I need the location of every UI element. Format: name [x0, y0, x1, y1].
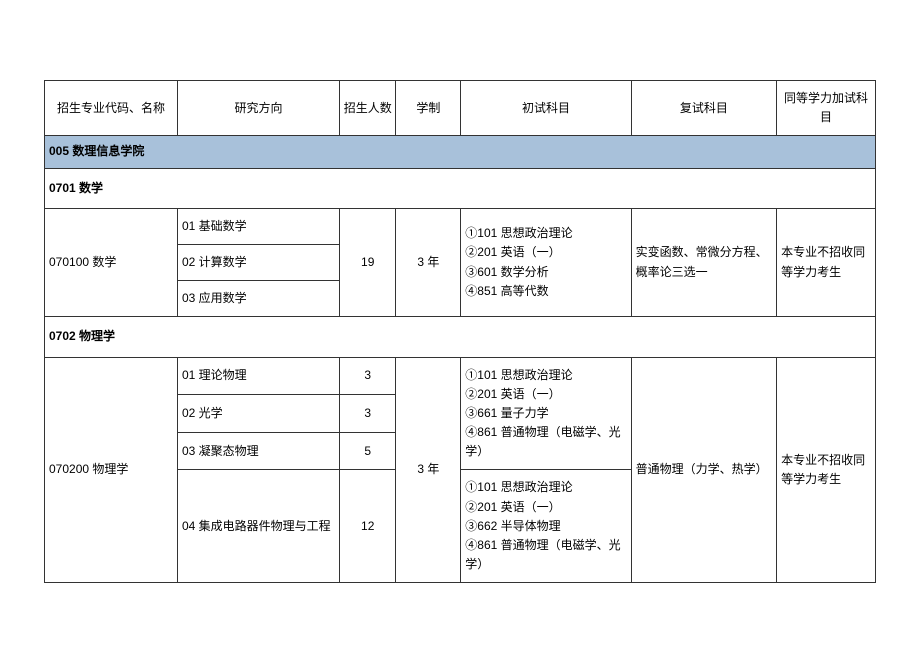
section-row: 005 数理信息学院 — [45, 136, 876, 168]
header-additional: 同等学力加试科目 — [777, 81, 876, 136]
retest-cell: 实变函数、常微分方程、概率论三选一 — [631, 208, 776, 317]
enrollment-cell: 19 — [339, 208, 396, 317]
header-enrollment: 招生人数 — [339, 81, 396, 136]
enrollment-cell: 5 — [339, 432, 396, 470]
section-title: 005 数理信息学院 — [45, 136, 876, 168]
program-cell: 070200 物理学 — [45, 357, 178, 583]
direction-cell: 04 集成电路器件物理与工程 — [177, 470, 339, 583]
subject-title: 0702 物理学 — [45, 317, 876, 357]
enrollment-cell: 3 — [339, 357, 396, 395]
initial-exam-cell: ①101 思想政治理论 ②201 英语（一） ③661 量子力学 ④861 普通… — [461, 357, 631, 470]
direction-cell: 03 应用数学 — [177, 281, 339, 317]
direction-cell: 01 理论物理 — [177, 357, 339, 395]
duration-cell: 3 年 — [396, 357, 461, 583]
direction-cell: 02 计算数学 — [177, 244, 339, 280]
header-direction: 研究方向 — [177, 81, 339, 136]
header-duration: 学制 — [396, 81, 461, 136]
direction-cell: 01 基础数学 — [177, 208, 339, 244]
initial-exam-cell: ①101 思想政治理论 ②201 英语（一） ③662 半导体物理 ④861 普… — [461, 470, 631, 583]
initial-exam-cell: ①101 思想政治理论 ②201 英语（一） ③601 数学分析 ④851 高等… — [461, 208, 631, 317]
header-program: 招生专业代码、名称 — [45, 81, 178, 136]
admissions-table: 招生专业代码、名称 研究方向 招生人数 学制 初试科目 复试科目 同等学力加试科… — [44, 80, 876, 583]
direction-cell: 02 光学 — [177, 395, 339, 433]
subject-row: 0702 物理学 — [45, 317, 876, 357]
additional-cell: 本专业不招收同等学力考生 — [777, 208, 876, 317]
table-header-row: 招生专业代码、名称 研究方向 招生人数 学制 初试科目 复试科目 同等学力加试科… — [45, 81, 876, 136]
subject-title: 0701 数学 — [45, 168, 876, 208]
retest-cell: 普通物理（力学、热学） — [631, 357, 776, 583]
header-retest: 复试科目 — [631, 81, 776, 136]
table-row: 070100 数学 01 基础数学 19 3 年 ①101 思想政治理论 ②20… — [45, 208, 876, 244]
duration-cell: 3 年 — [396, 208, 461, 317]
enrollment-cell: 12 — [339, 470, 396, 583]
header-initial-exam: 初试科目 — [461, 81, 631, 136]
enrollment-cell: 3 — [339, 395, 396, 433]
table-row: 070200 物理学 01 理论物理 3 3 年 ①101 思想政治理论 ②20… — [45, 357, 876, 395]
additional-cell: 本专业不招收同等学力考生 — [777, 357, 876, 583]
program-cell: 070100 数学 — [45, 208, 178, 317]
direction-cell: 03 凝聚态物理 — [177, 432, 339, 470]
subject-row: 0701 数学 — [45, 168, 876, 208]
